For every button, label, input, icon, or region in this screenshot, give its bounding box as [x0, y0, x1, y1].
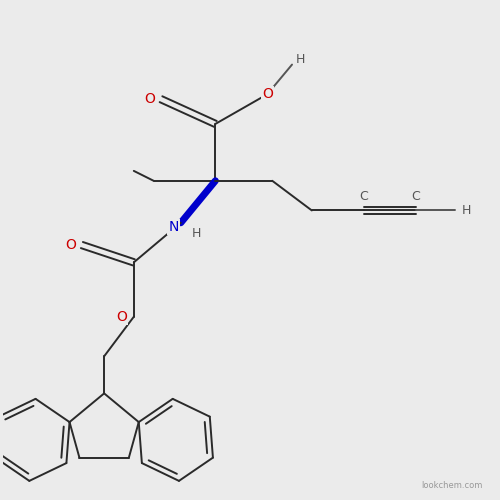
Text: O: O	[262, 87, 272, 101]
Text: H: H	[462, 204, 471, 217]
Text: H: H	[192, 227, 202, 240]
Text: O: O	[66, 238, 76, 252]
Text: O: O	[144, 92, 156, 106]
Text: O: O	[116, 310, 127, 324]
Text: N: N	[168, 220, 178, 234]
Text: C: C	[360, 190, 368, 203]
Text: H: H	[296, 53, 306, 66]
Text: lookchem.com: lookchem.com	[421, 481, 482, 490]
Text: C: C	[412, 190, 420, 203]
